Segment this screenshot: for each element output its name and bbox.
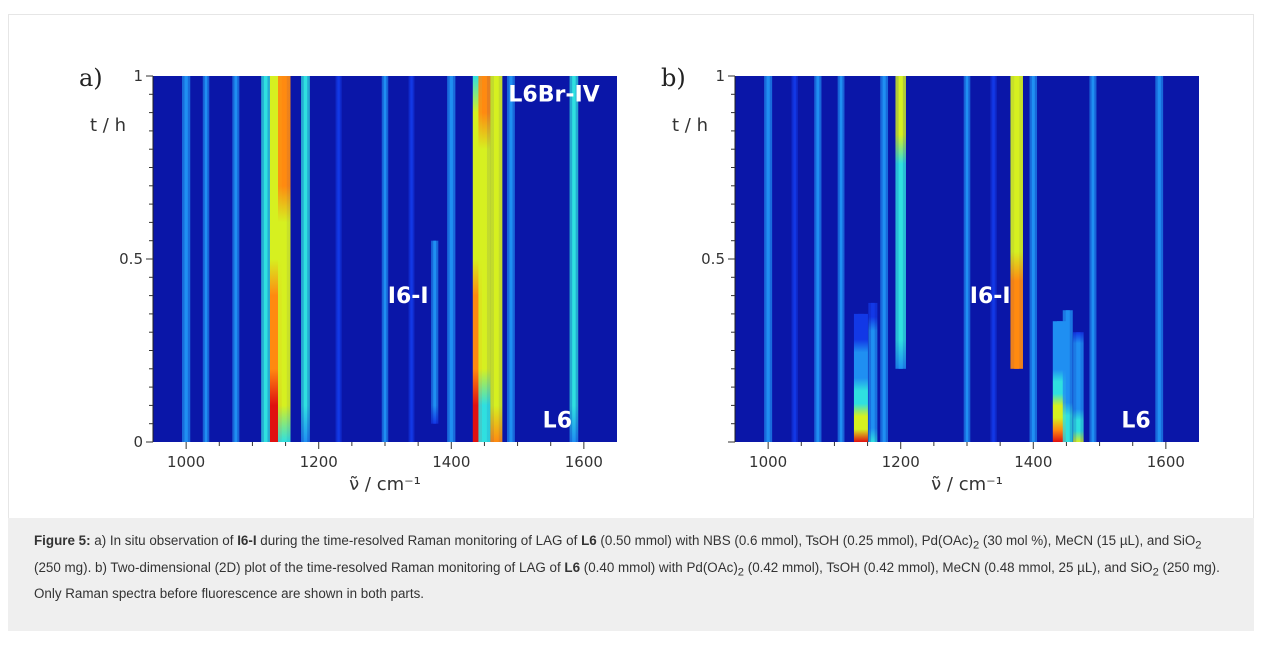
raman-band-core xyxy=(1031,76,1035,442)
raman-band-core xyxy=(898,76,903,369)
y-tick-label: 0.5 xyxy=(701,250,725,268)
x-axis-label: ν̃ / cm⁻¹ xyxy=(349,474,421,495)
raman-band-core xyxy=(871,302,875,442)
caption-subscript: 2 xyxy=(1195,539,1202,552)
raman-band-core xyxy=(858,313,864,442)
caption-text: during the time-resolved Raman monitorin… xyxy=(256,533,582,548)
raman-band-core xyxy=(1014,76,1020,369)
raman-band-core xyxy=(992,76,995,442)
y-axis-label: t / h xyxy=(672,115,708,136)
caption-text: (250 mg). b) Two-dimensional (2D) plot o… xyxy=(34,559,565,575)
x-tick-label: 1600 xyxy=(565,453,603,471)
x-tick-label: 1400 xyxy=(432,453,470,471)
y-axis-label: t / h xyxy=(90,115,126,136)
raman-band-core xyxy=(766,76,770,442)
raman-band-core xyxy=(263,76,268,442)
raman-band-core xyxy=(572,76,576,442)
band-annotation: I6-I xyxy=(970,284,1011,309)
x-tick-label: 1200 xyxy=(882,453,920,471)
caption-subscript: 2 xyxy=(1152,566,1159,579)
raman-band-core xyxy=(1091,76,1095,442)
raman-band-core xyxy=(839,76,843,442)
raman-band-core xyxy=(303,76,308,442)
raman-band-core xyxy=(281,76,287,442)
raman-band-core xyxy=(816,76,820,442)
raman-band-core xyxy=(383,76,387,442)
caption-text: (250 mg). Only Raman spectra before fluo… xyxy=(34,559,1220,602)
raman-band-core xyxy=(337,76,340,442)
raman-band-core xyxy=(204,76,208,442)
y-tick-label: 1 xyxy=(715,67,725,85)
band-annotation: L6 xyxy=(543,408,572,433)
caption-compound: I6-I xyxy=(237,533,257,548)
x-axis-label: ν̃ / cm⁻¹ xyxy=(931,474,1003,495)
caption-text: (0.42 mmol), TsOH (0.42 mmol), MeCN (0.4… xyxy=(744,559,1153,575)
panel-label: b) xyxy=(661,64,686,92)
raman-band-core xyxy=(965,76,969,442)
raman-band-core xyxy=(274,76,280,442)
figure-5: 0 0.5 1 1000 1200 1400 1600 ν̃ / cm⁻¹ t / h a) L6B… xyxy=(79,64,1199,495)
raman-heatmap-b: 0.5 1 1000 1200 1400 1600 ν̃ / cm⁻¹ t / h b) I6-I… xyxy=(661,64,1199,495)
raman-band-core xyxy=(410,76,413,442)
x-tick-label: 1200 xyxy=(300,453,338,471)
raman-band-core xyxy=(1157,76,1161,442)
raman-band-core xyxy=(509,76,513,442)
caption-subscript: 2 xyxy=(737,566,745,579)
raman-band-core xyxy=(449,76,453,442)
x-tick-label: 1400 xyxy=(1014,453,1052,471)
caption-subscript: 2 xyxy=(972,539,980,552)
x-tick-label: 1000 xyxy=(749,453,787,471)
caption-compound: L6 xyxy=(581,533,597,548)
panel-label: a) xyxy=(79,64,103,92)
raman-band-core xyxy=(882,76,886,442)
raman-band-core xyxy=(433,240,437,424)
raman-band-core xyxy=(482,76,487,442)
caption-compound: L6 xyxy=(564,559,581,575)
caption-text: (30 mol %), MeCN (15 µL), and SiO xyxy=(979,533,1196,548)
caption-label: Figure 5: xyxy=(34,533,91,548)
caption-text: a) In situ observation of xyxy=(90,533,238,548)
band-annotation: L6Br-IV xyxy=(508,83,599,108)
raman-band-core xyxy=(1057,321,1063,442)
raman-band-core xyxy=(184,76,188,442)
raman-band-core xyxy=(493,76,499,442)
caption-text: (0.40 mmol) with Pd(OAc) xyxy=(580,559,738,575)
figure-caption: Figure 5: a) In situ observation of I6-I… xyxy=(8,518,1254,631)
raman-band-core xyxy=(234,76,238,442)
caption-text: (0.50 mmol) with NBS (0.6 mmol), TsOH (0… xyxy=(596,533,973,548)
y-tick-label: 1 xyxy=(133,67,143,85)
raman-band-core xyxy=(1076,332,1081,442)
y-tick-label: 0.5 xyxy=(119,250,143,268)
x-tick-label: 1600 xyxy=(1147,453,1185,471)
raman-heatmap-a: 0 0.5 1 1000 1200 1400 1600 ν̃ / cm⁻¹ t / h a) L6B… xyxy=(79,64,617,495)
band-annotation: I6-I xyxy=(388,284,429,309)
raman-band-core xyxy=(1065,310,1070,442)
raman-band-core xyxy=(793,76,796,442)
band-annotation: L6 xyxy=(1121,408,1150,433)
y-tick-label: 0 xyxy=(133,433,143,451)
x-tick-label: 1000 xyxy=(167,453,205,471)
